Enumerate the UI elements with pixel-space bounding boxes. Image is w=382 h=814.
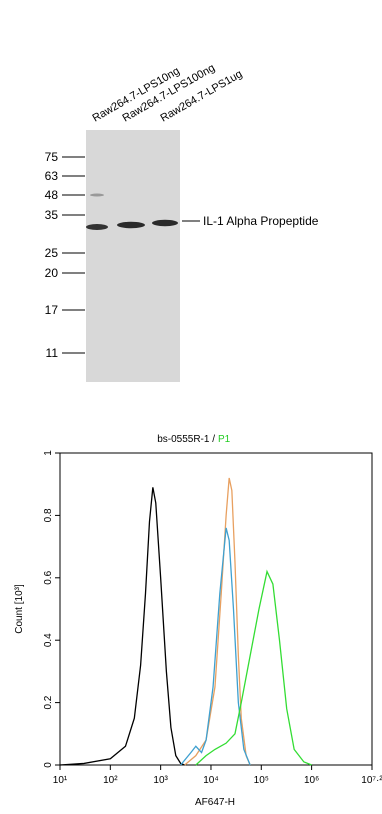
histogram-line [59, 487, 185, 766]
marker-label: 63 [45, 169, 59, 183]
y-tick-label: 0.2 [43, 695, 54, 709]
blot-annotation: IL-1 Alpha Propeptide [203, 214, 319, 228]
blot-band [86, 224, 108, 230]
x-tick-label: 10² [103, 775, 118, 786]
histogram-line [180, 527, 251, 766]
y-tick-label: 0.8 [43, 508, 54, 522]
marker-label: 20 [45, 266, 59, 280]
y-tick-label: 1 [43, 450, 54, 456]
gate-label: P1 [218, 434, 231, 445]
x-tick-label: 10⁴ [203, 775, 218, 786]
y-tick-label: 0.6 [43, 570, 54, 584]
blot-band [152, 219, 178, 227]
marker-label: 11 [46, 346, 59, 360]
marker-label: 75 [45, 150, 59, 164]
chart-title: bs-0555R-1 / [157, 434, 215, 445]
marker-label: 25 [45, 246, 59, 260]
blot-membrane [86, 130, 180, 382]
blot-band-faint [90, 193, 104, 197]
x-tick-label: 10¹ [53, 775, 68, 786]
plot-frame [59, 452, 373, 766]
x-tick-label: 10⁶ [304, 775, 319, 786]
x-tick-label: 10³ [153, 775, 168, 786]
marker-label: 48 [45, 188, 59, 202]
histogram-line [195, 569, 312, 766]
blot-band [117, 221, 145, 229]
y-tick-label: 0 [43, 762, 54, 768]
x-tick-label: 10⁵ [254, 775, 269, 786]
x-tick-label: 10⁷·² [361, 775, 382, 786]
y-tick-label: 0.4 [43, 633, 54, 647]
marker-label: 17 [45, 303, 59, 317]
y-axis-label: Count [10³] [14, 584, 25, 634]
marker-label: 35 [45, 208, 59, 222]
x-axis-label: AF647-H [195, 797, 235, 808]
